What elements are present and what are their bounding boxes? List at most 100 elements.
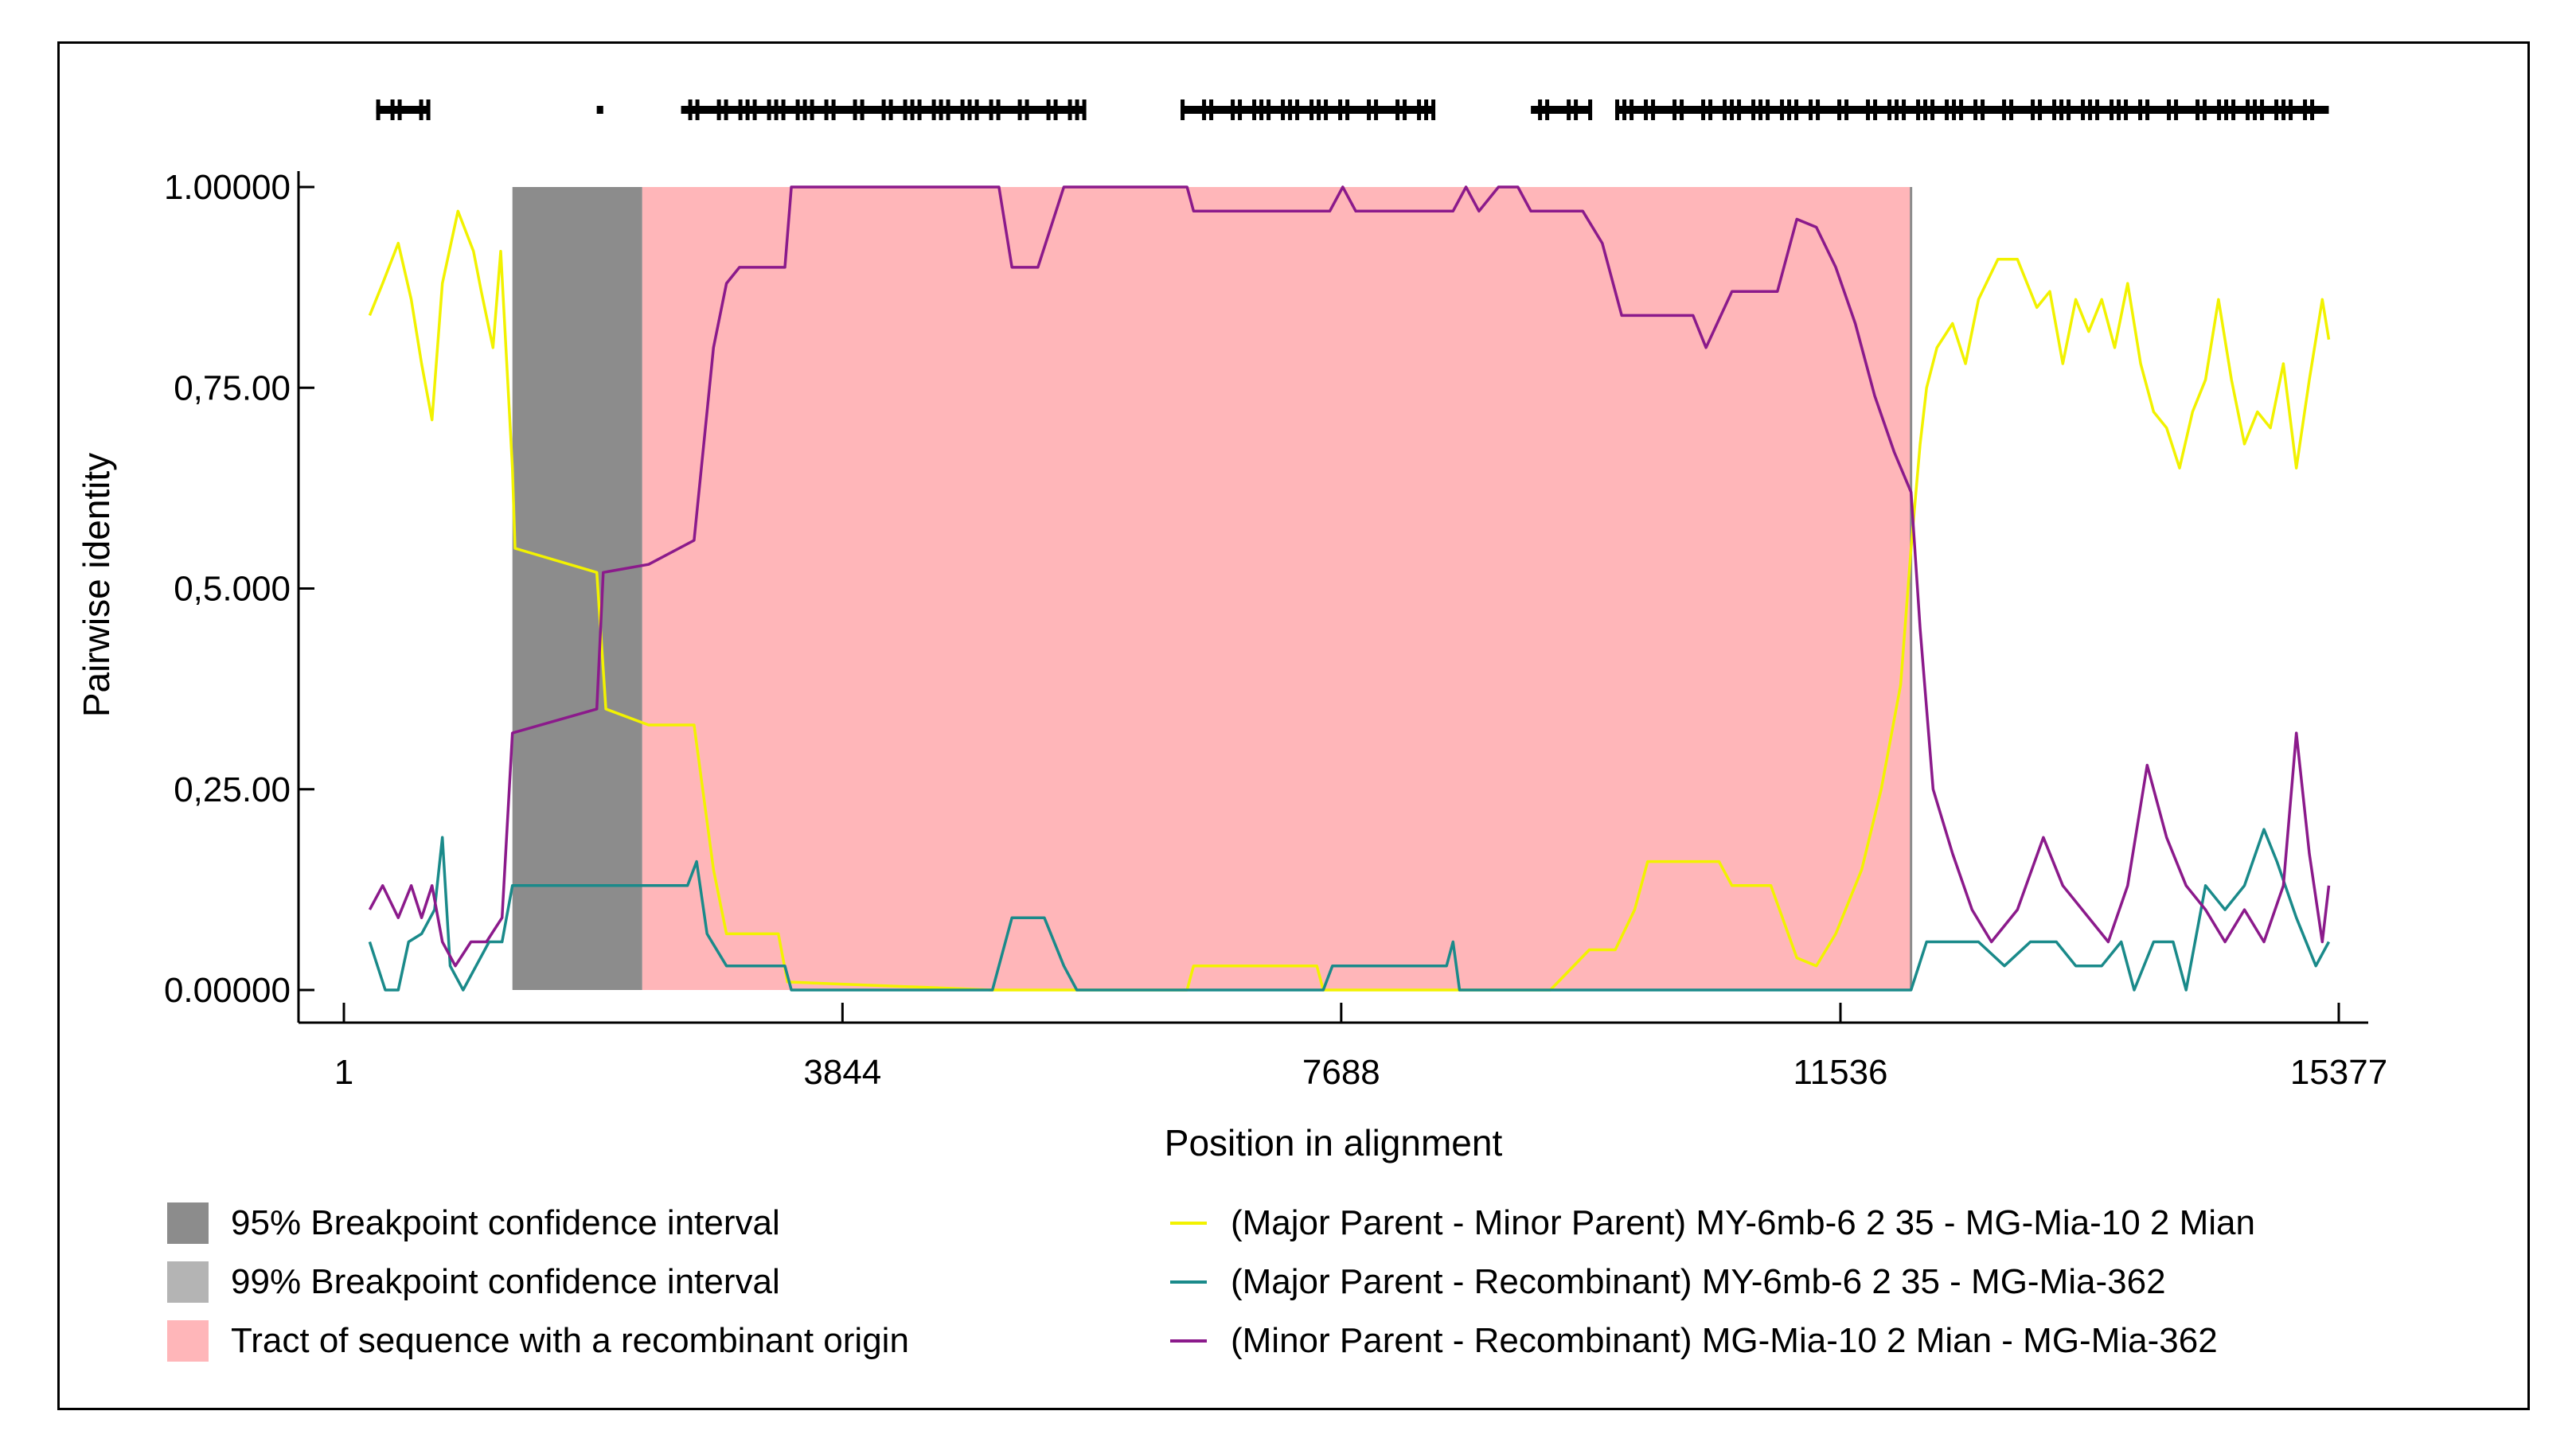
site-tick [1324,99,1329,120]
site-tick [1895,99,1899,120]
chart-frame: 1 3844 7688 11536 15377 0.00000 0,25.00 0,5.000… [57,41,2530,1410]
site-tick [888,99,893,120]
site-tick [2110,99,2114,120]
site-tick [1238,99,1243,120]
site-tick [1395,99,1400,120]
site-tick [860,99,865,120]
site-tick [1538,99,1543,120]
site-tick [881,99,886,120]
x-tick-label: 3844 [803,1053,881,1092]
site-tick [1431,99,1436,120]
site-tick [795,99,800,120]
series-line-1 [368,209,2331,992]
site-tick [2224,99,2229,120]
site-tick [1973,99,1978,120]
site-tick [1887,99,1892,120]
site-tick [390,99,395,120]
site-tick [2009,99,2014,120]
y-tick-label: 0.00000 [164,971,291,1010]
site-tick [376,99,381,120]
site-tick [2002,99,2007,120]
site-tick [996,99,1001,120]
site-tick [695,99,700,120]
site-tick [1644,99,1649,120]
site-tick [903,99,907,120]
site-tick [1588,99,1593,120]
site-tick [1809,99,1813,120]
legend-swatch-recombinant-tract [167,1320,209,1362]
legend-line-major-minor [1170,1222,1207,1225]
site-tick [781,99,786,120]
site-tick [1046,99,1051,120]
site-tick [1252,99,1257,120]
site-tick [960,99,965,120]
site-tick [1424,99,1429,120]
site-tick [910,99,915,120]
site-tick [1075,99,1079,120]
legend-item-major-minor: (Major Parent - Minor Parent) MY-6mb-6 2… [1170,1194,2255,1253]
site-tick [1181,99,1185,120]
legend-line-major-recombinant [1170,1280,1207,1284]
site-tick [716,99,721,120]
site-tick [939,99,943,120]
x-axis-title: Position in alignment [1165,1122,1503,1163]
legend-label-major-minor: (Major Parent - Minor Parent) MY-6mb-6 2… [1231,1203,2255,1242]
site-tick [2059,99,2064,120]
x-tick-label: 1 [334,1053,353,1092]
sites-segment [1181,106,1434,114]
site-tick [1651,99,1656,120]
site-tick [752,99,757,120]
site-tick [1082,99,1087,120]
site-tick [1751,99,1756,120]
series-lines [368,185,2331,992]
site-tick [1231,99,1235,120]
x-tick-label: 15377 [2290,1053,2387,1092]
site-tick [1417,99,1422,120]
site-tick [802,99,807,120]
site-tick [1367,99,1372,120]
axes: 1 3844 7688 11536 15377 0.00000 0,25.00 0,5.000… [164,168,2387,1092]
legend-line-minor-recombinant [1170,1339,1207,1343]
site-tick [2124,99,2129,120]
site-tick [1780,99,1785,120]
legend-item-major-recombinant: (Major Parent - Recombinant) MY-6mb-6 2 … [1170,1253,2255,1312]
site-tick [2310,99,2315,120]
site-tick [2253,99,2258,120]
site-tick [2274,99,2279,120]
site-tick [1345,99,1350,120]
series-line-3 [368,185,2331,968]
site-tick [2067,99,2071,120]
legend-series: (Major Parent - Minor Parent) MY-6mb-6 2… [1170,1194,2255,1370]
site-tick [767,99,771,120]
site-tick [1981,99,1985,120]
site-tick [2088,99,2093,120]
site-tick [1916,99,1921,120]
site-tick [1053,99,1058,120]
legend-label-99ci: 99% Breakpoint confidence interval [231,1262,780,1301]
site-tick [1837,99,1842,120]
site-tick [1758,99,1763,120]
site-tick [1288,99,1293,120]
site-tick [1338,99,1343,120]
site-tick [974,99,979,120]
site-tick [1567,99,1571,120]
site-tick [1295,99,1300,120]
y-tick-label: 0,25.00 [174,770,291,809]
sites-segment [596,106,603,114]
legend-label-major-recombinant: (Major Parent - Recombinant) MY-6mb-6 2 … [1231,1262,2166,1301]
site-tick [397,99,402,120]
site-tick [419,99,423,120]
site-tick [2231,99,2236,120]
site-tick [1866,99,1871,120]
site-tick [2289,99,2293,120]
site-tick [2095,99,2100,120]
site-tick [1630,99,1634,120]
y-tick-label: 0,5.000 [174,570,291,609]
sites-segment [1615,106,2329,114]
site-tick [1959,99,1964,120]
site-tick [426,99,431,120]
site-tick [745,99,750,120]
y-tick-label: 1.00000 [164,168,291,207]
site-tick [810,99,814,120]
site-tick [1723,99,1727,120]
